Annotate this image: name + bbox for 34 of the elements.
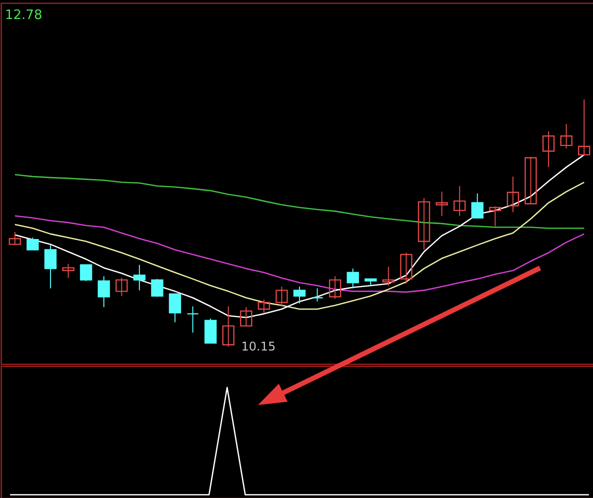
candlestick xyxy=(328,276,342,300)
candlestick xyxy=(98,276,110,308)
candlestick xyxy=(489,206,502,227)
candlestick xyxy=(80,264,92,282)
candlestick xyxy=(471,192,484,218)
candlestick xyxy=(8,231,21,245)
candlestick xyxy=(116,277,128,297)
candlestick xyxy=(44,244,57,289)
candlestick xyxy=(168,293,182,323)
candlestick xyxy=(436,191,448,216)
candlestick xyxy=(151,278,164,298)
candlestick xyxy=(186,306,199,334)
candlestick xyxy=(240,306,252,327)
candlestick xyxy=(542,130,555,168)
candlestick xyxy=(382,266,395,286)
candlestick xyxy=(311,288,324,302)
candlestick xyxy=(26,237,39,250)
candlestick xyxy=(293,286,306,304)
text: 12.78 xyxy=(5,8,42,23)
candlestick xyxy=(418,198,430,250)
candlestick xyxy=(133,264,146,291)
candlestick xyxy=(578,98,590,156)
candlestick xyxy=(346,268,359,289)
candlestick xyxy=(222,306,234,348)
candlestick xyxy=(453,185,466,216)
candlestick xyxy=(276,286,288,307)
candlestick xyxy=(204,318,217,344)
candlestick xyxy=(62,263,74,278)
candlestick xyxy=(560,123,572,149)
candlestick xyxy=(506,176,520,213)
candlestick xyxy=(400,252,412,284)
annotation: 10.15 xyxy=(241,340,276,354)
candlestick xyxy=(524,156,537,204)
candlestick xyxy=(258,299,270,314)
